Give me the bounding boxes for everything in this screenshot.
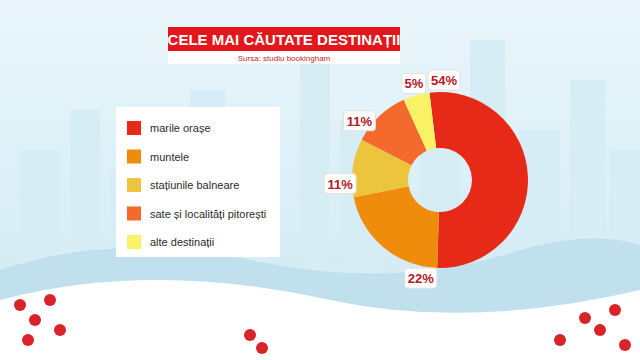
slice bbox=[354, 186, 439, 268]
berry bbox=[594, 324, 606, 336]
donut bbox=[352, 92, 528, 268]
legend-label: stațiunile balneare bbox=[150, 179, 239, 191]
title-box bbox=[168, 27, 400, 51]
data-label-box bbox=[428, 70, 460, 90]
berry bbox=[14, 299, 26, 311]
data-labels: 54% 22% 11% 11% 5% bbox=[324, 70, 460, 288]
berry bbox=[554, 334, 566, 346]
legend-label: muntele bbox=[150, 151, 189, 163]
berry bbox=[619, 339, 631, 351]
title: CELE MAI CĂUTATE DESTINAȚII bbox=[168, 31, 401, 48]
berry bbox=[44, 294, 56, 306]
data-label-box bbox=[343, 111, 375, 131]
hill bbox=[0, 239, 640, 360]
berry bbox=[22, 334, 34, 346]
berry bbox=[54, 324, 66, 336]
data-label: 54% bbox=[431, 73, 457, 88]
data-label: 11% bbox=[347, 114, 373, 129]
subtitle: Sursa: studiu bookingham bbox=[238, 54, 331, 63]
legend-label: marile orașe bbox=[150, 122, 211, 134]
legend-swatch bbox=[127, 178, 141, 192]
berry bbox=[256, 342, 268, 354]
legend-label: alte destinații bbox=[150, 236, 214, 248]
slice bbox=[429, 92, 528, 268]
subtitle-box bbox=[168, 51, 400, 64]
snow bbox=[0, 280, 640, 360]
legend-label: sate și localități pitorești bbox=[150, 208, 266, 220]
slice bbox=[404, 93, 436, 151]
legend-swatch bbox=[127, 150, 141, 164]
legend-swatch bbox=[127, 207, 141, 221]
berry bbox=[29, 314, 41, 326]
legend-swatch bbox=[127, 121, 141, 135]
data-label-box bbox=[405, 268, 437, 288]
legend: marile orașe muntele stațiunile balneare sa… bbox=[116, 107, 280, 257]
berry bbox=[609, 304, 621, 316]
data-label-box bbox=[324, 174, 356, 194]
legend-swatch bbox=[127, 235, 141, 249]
data-label: 5% bbox=[404, 76, 423, 91]
background bbox=[0, 0, 640, 360]
legend-box bbox=[116, 107, 280, 257]
data-label: 22% bbox=[408, 271, 434, 286]
data-label-box bbox=[402, 73, 426, 93]
berry bbox=[579, 312, 591, 324]
data-label: 11% bbox=[327, 177, 353, 192]
berry bbox=[244, 329, 256, 341]
